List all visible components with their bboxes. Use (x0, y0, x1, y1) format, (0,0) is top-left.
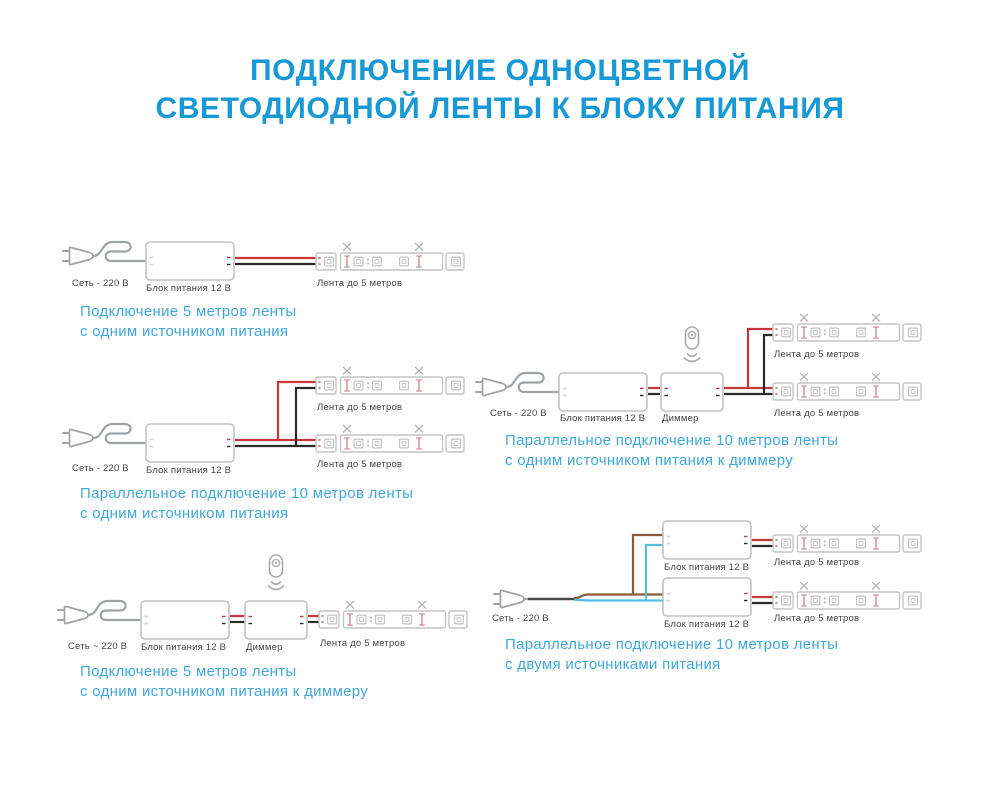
led-strip-icon (319, 601, 467, 628)
led-strip-icon-top (773, 314, 921, 341)
wires-12v (235, 256, 317, 266)
label-strip-top: Лента до 5 метров (317, 402, 403, 413)
label-psu: Блок питания 12 В (146, 465, 232, 476)
power-supply-icon-bottom (662, 577, 752, 617)
page-title-line2: СВЕТОДИОДНОЙ ЛЕНТЫ К БЛОКУ ПИТАНИЯ (155, 92, 845, 125)
led-strip-icon (316, 243, 464, 270)
caption-diagram-4: Параллельное подключение 10 метров ленты… (505, 431, 838, 471)
caption-diagram-5: Параллельное подключение 10 метров ленты… (505, 635, 838, 675)
power-supply-icon (558, 372, 648, 412)
label-dimmer: Диммер (246, 642, 283, 653)
label-mains: Сеть - 220 В (492, 613, 549, 624)
caption-line-1: Параллельное подключение 10 метров ленты (80, 485, 414, 502)
dimmer-icon (244, 600, 308, 640)
power-supply-icon (145, 241, 235, 281)
caption-line-2: с одним источником питания к диммеру (505, 452, 793, 469)
caption-line-1: Параллельное подключение 10 метров ленты (505, 432, 839, 449)
label-mains: Сеть ~ 220 В (68, 641, 128, 652)
caption-line-1: Параллельное подключение 10 метров ленты (505, 636, 839, 653)
dimmer-icon (660, 372, 724, 412)
wires-12v (230, 614, 320, 624)
label-mains: Сеть - 220 В (72, 278, 129, 289)
wires-12v (648, 327, 774, 396)
caption-diagram-3: Подключение 5 метров ленты с одним источ… (80, 662, 368, 702)
label-strip-bottom: Лента до 5 метров (774, 408, 860, 419)
caption-diagram-1: Подключение 5 метров ленты с одним источ… (80, 302, 296, 342)
label-psu: Блок питания 12 В (141, 642, 227, 653)
label-strip: Лента до 5 метров (317, 278, 403, 289)
led-strip-icon-bottom (773, 373, 921, 400)
led-strip-icon-bottom (316, 425, 464, 452)
caption-diagram-2: Параллельное подключение 10 метров ленты… (80, 484, 413, 524)
remote-control-icon (267, 554, 285, 591)
diagram-5-two-psu (492, 520, 921, 617)
led-strip-icon-bottom (773, 582, 921, 609)
label-dimmer: Диммер (662, 413, 699, 424)
label-strip-bottom: Лента до 5 метров (317, 459, 403, 470)
label-strip-top: Лента до 5 метров (774, 557, 860, 568)
power-supply-icon (140, 600, 230, 640)
caption-line-1: Подключение 5 метров ленты (80, 303, 297, 320)
diagram-2-parallel-one-psu (61, 367, 464, 463)
label-strip-top: Лента до 5 метров (774, 349, 860, 360)
wires-mains (528, 533, 664, 602)
label-psu-bottom: Блок питания 12 В (664, 619, 750, 630)
plug-icon (56, 599, 142, 625)
wires-12v (235, 380, 317, 448)
plug-icon (61, 422, 147, 448)
label-strip: Лента до 5 метров (320, 638, 406, 649)
led-strip-icon-top (773, 525, 921, 552)
label-psu: Блок питания 12 В (560, 413, 646, 424)
caption-line-2: с двумя источниками питания (505, 656, 721, 673)
led-strip-icon-top (316, 367, 464, 394)
caption-line-2: с одним источником питания к диммеру (80, 683, 368, 700)
caption-line-2: с одним источником питания (80, 323, 289, 340)
label-psu-top: Блок питания 12 В (664, 562, 750, 573)
diagram-4-parallel-dimmer (474, 314, 921, 412)
power-supply-icon-top (662, 520, 752, 560)
power-supply-icon (145, 423, 235, 463)
page-title-line1: ПОДКЛЮЧЕНИЕ ОДНОЦВЕТНОЙ (249, 54, 751, 87)
plug-icon (474, 371, 560, 397)
label-mains: Сеть - 220 В (72, 463, 129, 474)
caption-line-1: Подключение 5 метров ленты (80, 663, 297, 680)
diagram-1-single-strip (61, 240, 464, 281)
caption-line-2: с одним источником питания (80, 505, 289, 522)
remote-control-icon (683, 326, 701, 363)
plug-icon (492, 589, 532, 609)
label-mains: Сеть - 220 В (490, 408, 547, 419)
wires-12v (752, 538, 774, 605)
diagram-3-dimmer (56, 554, 467, 640)
plug-icon (61, 240, 147, 266)
page-title: ПОДКЛЮЧЕНИЕ ОДНОЦВЕТНОЙ СВЕТОДИОДНОЙ ЛЕН… (0, 52, 1000, 128)
label-psu: Блок питания 12 В (146, 283, 232, 294)
label-strip-bottom: Лента до 5 метров (774, 613, 860, 624)
